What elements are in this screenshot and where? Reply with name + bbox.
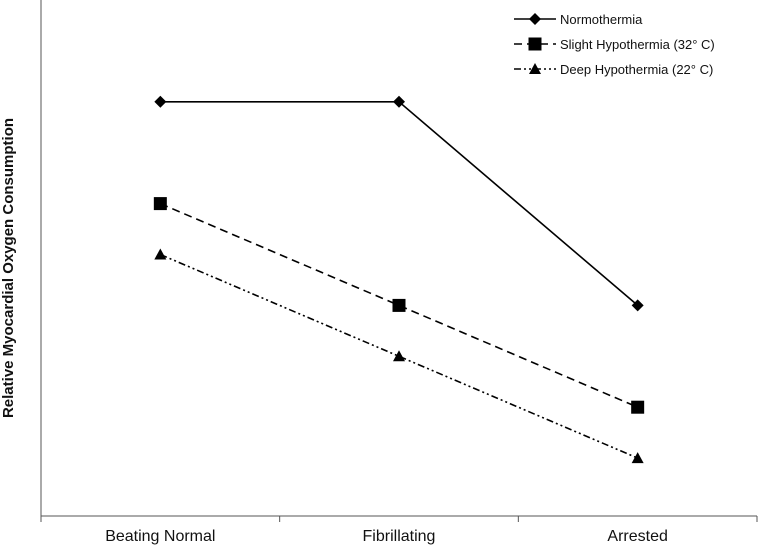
legend-item-1: Normothermia — [514, 12, 643, 27]
series-line-1 — [160, 101, 639, 307]
series-3 — [154, 248, 644, 464]
square-marker — [392, 298, 406, 312]
square-marker — [153, 197, 167, 211]
square-marker — [631, 400, 645, 414]
triangle-marker — [393, 350, 405, 362]
series-layer — [153, 95, 645, 464]
x-axis-ticks: Beating Normal Fibrillating Arrested — [105, 528, 668, 545]
legend-square-marker — [528, 37, 542, 51]
series-line-2 — [160, 202, 638, 408]
legend-item-3: Deep Hypothermia (22° C) — [514, 62, 713, 77]
legend-label: Slight Hypothermia (32° C) — [560, 37, 715, 52]
y-axis-title: Relative Myocardial Oxygen Consumption — [0, 118, 17, 418]
diamond-marker — [393, 95, 405, 108]
plot-frame — [40, 0, 758, 522]
legend-label: Deep Hypothermia (22° C) — [560, 62, 713, 77]
legend-diamond-marker — [529, 13, 541, 25]
x-tick-label-beating-normal: Beating Normal — [105, 528, 215, 545]
diamond-marker — [631, 299, 644, 312]
x-tick-label-fibrillating: Fibrillating — [363, 528, 436, 545]
legend-label: Normothermia — [560, 12, 643, 27]
diamond-marker — [154, 95, 167, 108]
x-tick-label-arrested: Arrested — [607, 528, 667, 545]
series-1 — [154, 95, 644, 312]
legend-triangle-marker — [529, 63, 541, 74]
series-2 — [153, 197, 645, 414]
triangle-marker — [154, 248, 167, 260]
legend: Normothermia Slight Hypothermia (32° C) De… — [514, 12, 715, 77]
triangle-marker — [631, 452, 644, 464]
series-line-3 — [160, 253, 638, 459]
legend-item-2: Slight Hypothermia (32° C) — [514, 37, 715, 52]
